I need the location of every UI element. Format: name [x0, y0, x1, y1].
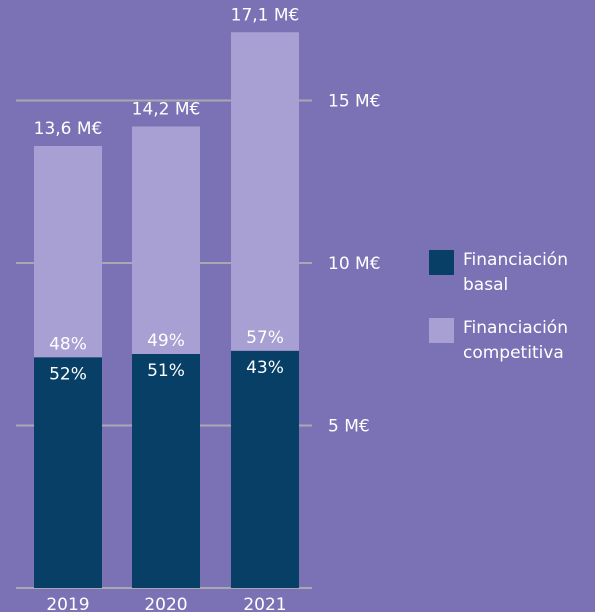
bar-basal-2019 — [34, 357, 102, 588]
total-label-2021: 17,1 M€ — [231, 5, 300, 25]
percent-label-competitiva-2021: 57% — [246, 328, 284, 348]
y-tick-label-15: 15 M€ — [328, 92, 381, 112]
x-tick-label-2019: 2019 — [46, 595, 89, 612]
chart-legend: Financiación basal Financiación competit… — [429, 248, 595, 384]
bar-competitiva-2020 — [132, 126, 200, 354]
legend-swatch-basal — [429, 250, 454, 275]
total-label-2019: 13,6 M€ — [34, 119, 103, 139]
total-label-2020: 14,2 M€ — [132, 100, 201, 120]
percent-label-basal-2021: 43% — [246, 358, 284, 378]
percent-label-competitiva-2020: 49% — [147, 331, 185, 351]
y-tick-label-5: 5 M€ — [328, 417, 370, 437]
bar-basal-2021 — [231, 350, 299, 588]
legend-label-competitiva: Financiación competitiva — [463, 318, 568, 363]
percent-label-basal-2019: 52% — [49, 364, 87, 384]
bar-competitiva-2019 — [34, 146, 102, 358]
legend-swatch-competitiva — [429, 318, 454, 343]
x-tick-label-2020: 2020 — [144, 595, 187, 612]
legend-item-competitiva: Financiación competitiva — [429, 316, 595, 366]
legend-item-basal: Financiación basal — [429, 248, 595, 298]
x-tick-label-2021: 2021 — [243, 595, 286, 612]
percent-label-competitiva-2019: 48% — [49, 334, 87, 354]
legend-label-basal: Financiación basal — [463, 250, 568, 295]
bar-basal-2020 — [132, 354, 200, 588]
y-tick-label-10: 10 M€ — [328, 254, 381, 274]
bar-competitiva-2021 — [231, 32, 299, 351]
percent-label-basal-2020: 51% — [147, 361, 185, 381]
